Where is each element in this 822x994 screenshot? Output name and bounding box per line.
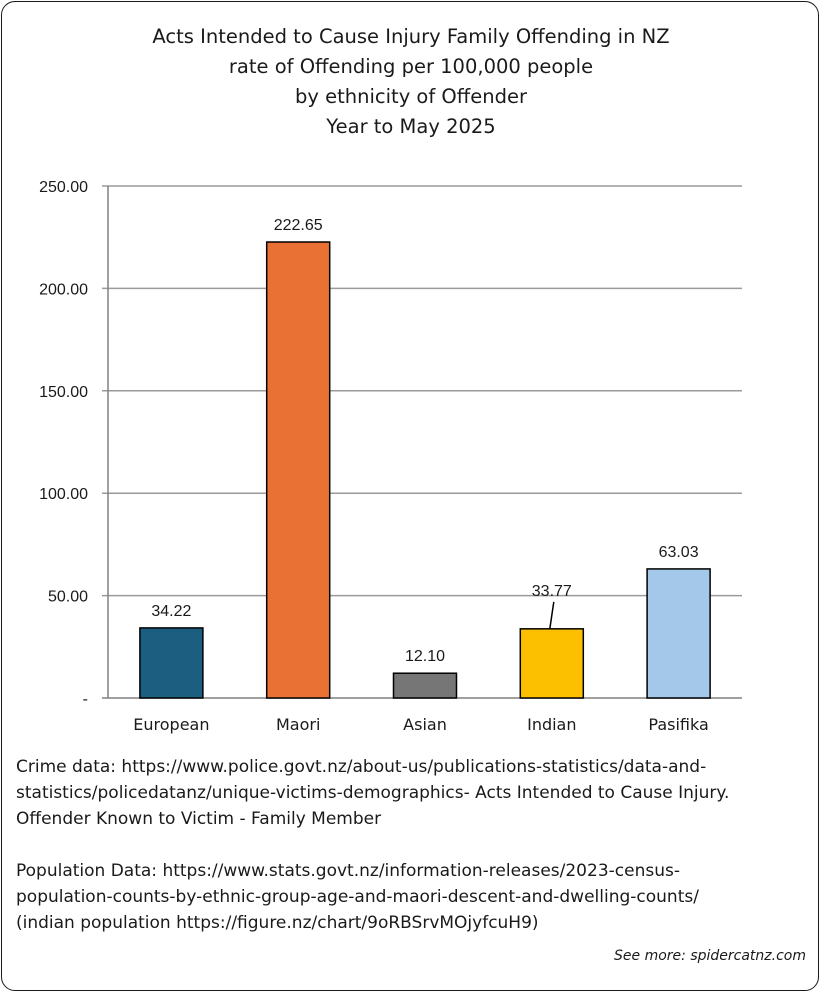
data-label: 222.65 bbox=[274, 217, 323, 234]
y-tick-label: - bbox=[83, 691, 88, 708]
bar bbox=[519, 628, 585, 699]
x-tick-label: Asian bbox=[403, 715, 447, 734]
x-tick-label: Indian bbox=[527, 715, 576, 734]
bar-chart: - 50.00 100.00 150.00 200.00 250.00 34.22 Europ… bbox=[39, 179, 742, 734]
credit-text: See more: spidercatnz.com bbox=[614, 948, 806, 964]
title-line-2: rate of Offending per 100,000 people bbox=[228, 55, 594, 78]
data-label-leader bbox=[549, 601, 555, 629]
pop-note-line-3: (indian population https://figure.nz/cha… bbox=[16, 913, 539, 933]
data-label: 12.10 bbox=[405, 648, 445, 665]
chart-title: Acts Intended to Cause Injury Family Off… bbox=[0, 22, 822, 142]
title-line-3: by ethnicity of Offender bbox=[295, 85, 527, 108]
y-tick-label: 200.00 bbox=[39, 281, 88, 298]
title-line-4: Year to May 2025 bbox=[326, 115, 496, 138]
x-tick-label: European bbox=[133, 715, 209, 734]
crime-note-line-3: Offender Known to Victim - Family Member bbox=[16, 809, 382, 829]
data-label: 33.77 bbox=[532, 583, 572, 600]
bar bbox=[646, 568, 711, 699]
pop-note-line-1: Population Data: https://www.stats.govt.… bbox=[16, 861, 680, 881]
bar bbox=[265, 241, 331, 699]
data-label: 34.22 bbox=[151, 603, 191, 620]
crime-note-line-1: Crime data: https://www.police.govt.nz/a… bbox=[16, 757, 707, 777]
crime-note-line-2: statistics/policedatanz/unique-victims-d… bbox=[16, 783, 730, 803]
crime-data-note: Crime data: https://www.police.govt.nz/a… bbox=[16, 754, 806, 832]
bar bbox=[392, 672, 458, 699]
x-tick-label: Maori bbox=[276, 715, 320, 734]
x-tick-label: Pasifika bbox=[648, 715, 708, 734]
y-tick-label: 100.00 bbox=[39, 486, 88, 503]
pop-note-line-2: population-counts-by-ethnic-group-age-an… bbox=[16, 887, 699, 907]
y-tick-label: 250.00 bbox=[39, 179, 88, 196]
data-label: 63.03 bbox=[659, 544, 699, 561]
bar bbox=[139, 627, 204, 699]
title-line-1: Acts Intended to Cause Injury Family Off… bbox=[152, 25, 670, 48]
population-data-note: Population Data: https://www.stats.govt.… bbox=[16, 858, 806, 936]
y-tick-label: 50.00 bbox=[48, 589, 88, 606]
y-tick-label: 150.00 bbox=[39, 384, 88, 401]
source-notes: Crime data: https://www.police.govt.nz/a… bbox=[16, 754, 806, 962]
